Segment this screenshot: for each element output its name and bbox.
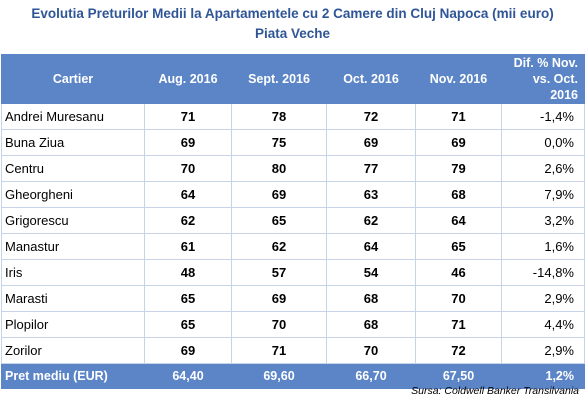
table-body: Andrei Muresanu 71 78 72 71 -1,4% Buna Ziua 69 7… — [1, 103, 585, 364]
cell-sept: 62 — [231, 233, 327, 260]
cell-cartier: Andrei Muresanu — [1, 103, 145, 130]
cell-aug: 69 — [144, 129, 232, 156]
header-dif-line-1: Dif. % Nov. — [513, 56, 578, 70]
cell-dif: 3,2% — [501, 207, 585, 234]
cell-aug: 65 — [144, 311, 232, 338]
cell-nov: 72 — [415, 337, 502, 364]
cell-cartier: Grigorescu — [1, 207, 145, 234]
cell-sept: 78 — [231, 103, 327, 130]
cell-sept: 65 — [231, 207, 327, 234]
cell-aug: 48 — [144, 259, 232, 286]
average-sept: 69,60 — [231, 363, 327, 389]
price-table: Cartier Aug. 2016 Sept. 2016 Oct. 2016 N… — [1, 54, 585, 389]
table-row: Andrei Muresanu 71 78 72 71 -1,4% — [1, 103, 585, 130]
cell-oct: 64 — [326, 233, 416, 260]
table-row: Gheorgheni 64 69 63 68 7,9% — [1, 181, 585, 208]
cell-sept: 57 — [231, 259, 327, 286]
cell-aug: 71 — [144, 103, 232, 130]
cell-oct: 77 — [326, 155, 416, 182]
cell-oct: 68 — [326, 285, 416, 312]
table-row: Plopilor 65 70 68 71 4,4% — [1, 311, 585, 338]
cell-sept: 75 — [231, 129, 327, 156]
cell-nov: 71 — [415, 311, 502, 338]
cell-nov: 64 — [415, 207, 502, 234]
cell-nov: 68 — [415, 181, 502, 208]
title-line-2: Piata Veche — [254, 26, 331, 41]
header-dif-line-2: vs. Oct. 2016 — [532, 72, 578, 102]
average-dif: 1,2% — [501, 363, 585, 389]
table-row: Grigorescu 62 65 62 64 3,2% — [1, 207, 585, 234]
average-row: Pret mediu (EUR) 64,40 69,60 66,70 67,50… — [1, 363, 585, 389]
cell-dif: 2,9% — [501, 285, 585, 312]
header-nov-2016: Nov. 2016 — [415, 54, 502, 104]
cell-sept: 69 — [231, 285, 327, 312]
cell-nov: 65 — [415, 233, 502, 260]
cell-cartier: Buna Ziua — [1, 129, 145, 156]
title-line-1: Evolutia Preturilor Medii la Apartamente… — [31, 6, 554, 21]
cell-sept: 80 — [231, 155, 327, 182]
cell-nov: 46 — [415, 259, 502, 286]
cell-cartier: Zorilor — [1, 337, 145, 364]
cell-nov: 71 — [415, 103, 502, 130]
cell-aug: 69 — [144, 337, 232, 364]
cell-oct: 62 — [326, 207, 416, 234]
cell-oct: 63 — [326, 181, 416, 208]
average-aug: 64,40 — [144, 363, 232, 389]
cell-nov: 70 — [415, 285, 502, 312]
cell-cartier: Manastur — [1, 233, 145, 260]
header-sept-2016: Sept. 2016 — [231, 54, 327, 104]
cell-cartier: Gheorgheni — [1, 181, 145, 208]
header-aug-2016: Aug. 2016 — [144, 54, 232, 104]
cell-dif: 2,9% — [501, 337, 585, 364]
cell-sept: 69 — [231, 181, 327, 208]
average-oct: 66,70 — [326, 363, 416, 389]
cell-cartier: Marasti — [1, 285, 145, 312]
cell-dif: 0,0% — [501, 129, 585, 156]
table-row: Buna Ziua 69 75 69 69 0,0% — [1, 129, 585, 156]
cell-cartier: Plopilor — [1, 311, 145, 338]
cell-dif: -1,4% — [501, 103, 585, 130]
cell-aug: 65 — [144, 285, 232, 312]
cell-aug: 62 — [144, 207, 232, 234]
cell-dif: 2,6% — [501, 155, 585, 182]
header-oct-2016: Oct. 2016 — [326, 54, 416, 104]
cell-oct: 69 — [326, 129, 416, 156]
average-label: Pret mediu (EUR) — [1, 363, 145, 389]
cell-oct: 68 — [326, 311, 416, 338]
cell-nov: 69 — [415, 129, 502, 156]
cell-sept: 70 — [231, 311, 327, 338]
cell-oct: 72 — [326, 103, 416, 130]
cell-dif: -14,8% — [501, 259, 585, 286]
cell-nov: 79 — [415, 155, 502, 182]
cell-oct: 54 — [326, 259, 416, 286]
average-nov: 67,50 — [415, 363, 502, 389]
cell-dif: 4,4% — [501, 311, 585, 338]
table-row: Zorilor 69 71 70 72 2,9% — [1, 337, 585, 364]
cell-cartier: Iris — [1, 259, 145, 286]
cell-aug: 61 — [144, 233, 232, 260]
cell-dif: 1,6% — [501, 233, 585, 260]
table-title: Evolutia Preturilor Medii la Apartamente… — [0, 4, 585, 44]
cell-dif: 7,9% — [501, 181, 585, 208]
table-row: Manastur 61 62 64 65 1,6% — [1, 233, 585, 260]
cell-oct: 70 — [326, 337, 416, 364]
header-dif-pct: Dif. % Nov. vs. Oct. 2016 — [501, 54, 585, 104]
cell-aug: 70 — [144, 155, 232, 182]
cell-sept: 71 — [231, 337, 327, 364]
cell-aug: 64 — [144, 181, 232, 208]
table-row: Marasti 65 69 68 70 2,9% — [1, 285, 585, 312]
source-note: Sursa: Coldwell Banker Transilvania — [411, 385, 579, 397]
table-row: Iris 48 57 54 46 -14,8% — [1, 259, 585, 286]
header-cartier: Cartier — [1, 54, 145, 104]
header-row: Cartier Aug. 2016 Sept. 2016 Oct. 2016 N… — [1, 54, 585, 104]
table-row: Centru 70 80 77 79 2,6% — [1, 155, 585, 182]
cell-cartier: Centru — [1, 155, 145, 182]
